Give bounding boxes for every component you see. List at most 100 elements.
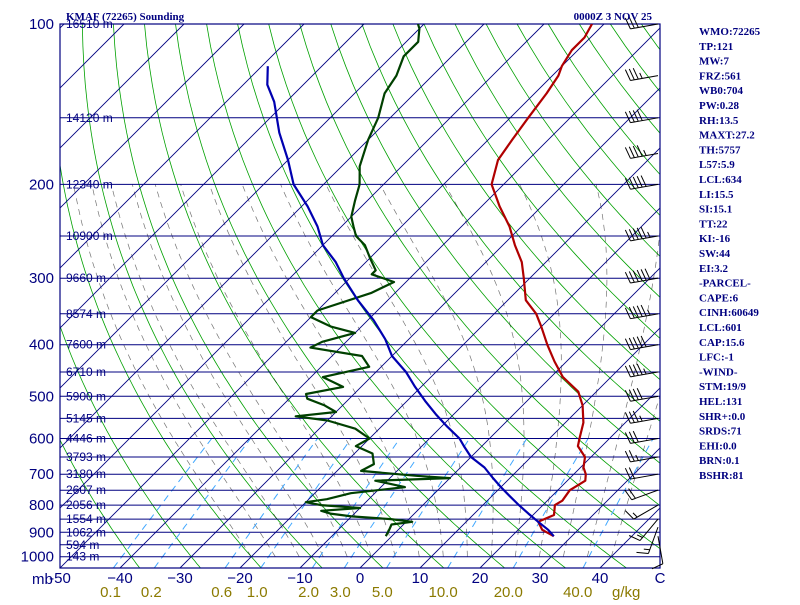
pressure-label: 100 — [29, 16, 54, 33]
time-label: 0000Z 3 NOV 25 — [574, 11, 653, 23]
mixing-ratio-label: 10.0 — [428, 584, 457, 600]
mixing-ratio-line — [513, 439, 588, 569]
sounding-index: SRDS:71 — [699, 426, 742, 438]
moist-adiabat-line — [281, 184, 444, 556]
sounding-index: RH:13.5 — [699, 115, 739, 127]
sounding-index: SHR+:0.0 — [699, 411, 746, 423]
mixing-ratio-label: 40.0 — [563, 584, 592, 600]
height-label: 5900 m — [66, 389, 106, 403]
sounding-index: L57:5.9 — [699, 159, 735, 171]
dry-adiabat-line — [486, 24, 800, 568]
sounding-index: PW:0.28 — [699, 100, 740, 112]
mixing-ratio-label: 20.0 — [494, 584, 523, 600]
moist-adiabat-line — [587, 184, 663, 556]
temperature-label: −30 — [167, 570, 192, 587]
height-label: 2607 m — [66, 483, 106, 497]
moist-adiabat-line — [132, 184, 323, 556]
sounding-index: CAPE:6 — [699, 292, 739, 304]
pressure-label: 400 — [29, 337, 54, 354]
temperature-label: 40 — [592, 570, 609, 587]
height-label: 5145 m — [66, 411, 106, 425]
sounding-index: STM:19/9 — [699, 381, 747, 393]
isotherm-line — [0, 24, 364, 568]
height-label: 143 m — [66, 550, 99, 564]
sounding-index: CAP:15.6 — [699, 337, 745, 349]
height-label: 2056 m — [66, 498, 106, 512]
sounding-index: -PARCEL- — [699, 278, 751, 290]
sounding-index: FRZ:561 — [699, 70, 741, 82]
height-label: 12340 m — [66, 177, 113, 191]
sounding-index: LCL:634 — [699, 174, 742, 186]
profile-area — [267, 24, 592, 536]
sounding-index: LI:15.5 — [699, 189, 734, 201]
mixing-ratio-line — [448, 439, 527, 569]
wind-barb — [625, 145, 658, 158]
dry-adiabat-line — [18, 24, 200, 568]
wind-barb — [625, 227, 658, 241]
isotherm-line — [0, 24, 64, 568]
wind-barb-layer — [625, 17, 663, 569]
sounding-indices: WMO:72265 TP:121 MW:7 FRZ:561 WB0:704 PW:0.28… — [699, 26, 761, 482]
profile-layer — [267, 24, 592, 536]
sounding-index: -WIND- — [699, 366, 738, 378]
pressure-label: 300 — [29, 270, 54, 287]
wind-barb — [625, 305, 658, 319]
sounding-index: EHI:0.0 — [699, 440, 737, 452]
height-label: 9660 m — [66, 271, 106, 285]
mixing-ratio-line — [113, 439, 211, 569]
dry-adiabat-line — [579, 24, 800, 568]
height-label: 1554 m — [66, 512, 106, 526]
mixing-ratio-label: 2.0 — [298, 584, 319, 600]
mixing-unit: g/kg — [612, 584, 640, 600]
mixing-ratio-line — [387, 439, 470, 569]
dry-adiabat-line — [424, 24, 800, 568]
mixing-ratio-label: 1.0 — [247, 584, 268, 600]
dry-adiabat-line — [82, 24, 322, 568]
mixing-ratio-label: 3.0 — [330, 584, 351, 600]
mixing-ratio-label: 5.0 — [372, 584, 393, 600]
height-label: 4446 m — [66, 432, 106, 446]
sounding-index: MW:7 — [699, 56, 729, 68]
isotherm-line — [420, 24, 800, 568]
pressure-label: 1000 — [21, 549, 54, 566]
sounding-index: WMO:72265 — [699, 26, 761, 38]
moist-adiabat-line — [181, 184, 372, 556]
moist-adiabat-line — [445, 184, 524, 556]
mixing-ratio-label: 0.1 — [100, 584, 121, 600]
height-label: 14120 m — [66, 111, 113, 125]
station-title: KMAF (72265) Sounding — [66, 11, 185, 23]
height-label: 3793 m — [66, 450, 106, 464]
wind-barb — [652, 536, 663, 569]
sounding-index: LCL:601 — [699, 322, 742, 334]
mixing-ratio-line — [154, 439, 250, 569]
sounding-index: SW:44 — [699, 248, 731, 260]
sounding-index: TH:5757 — [699, 144, 741, 156]
pressure-label: 600 — [29, 431, 54, 448]
sounding-index: WB0:704 — [699, 85, 744, 97]
moist-adiabat-line — [380, 184, 493, 556]
isotherm-line — [540, 24, 800, 568]
moist-adiabat-line — [563, 184, 607, 556]
height-label: 7600 m — [66, 338, 106, 352]
pressure-label: 500 — [29, 388, 54, 405]
sounding-index: TT:22 — [699, 218, 728, 230]
mixing-ratio-label: 0.6 — [211, 584, 232, 600]
height-label: 6710 m — [66, 365, 106, 379]
sounding-index: TP:121 — [699, 41, 733, 53]
wind-barb — [625, 450, 658, 462]
dry-adiabat-line — [455, 24, 800, 568]
wind-barb — [625, 431, 658, 443]
pressure-label: 700 — [29, 466, 54, 483]
height-label: 3180 m — [66, 467, 106, 481]
temperature-line — [492, 24, 592, 536]
height-label: 10900 m — [66, 229, 113, 243]
sounding-index: SI:15.1 — [699, 204, 732, 216]
pressure-label: 200 — [29, 176, 54, 193]
moist-adiabat-line — [520, 184, 562, 556]
moist-adiabat-line — [326, 184, 467, 556]
dry-adiabat-line — [735, 24, 800, 568]
temperature-label: 0 — [356, 570, 364, 587]
